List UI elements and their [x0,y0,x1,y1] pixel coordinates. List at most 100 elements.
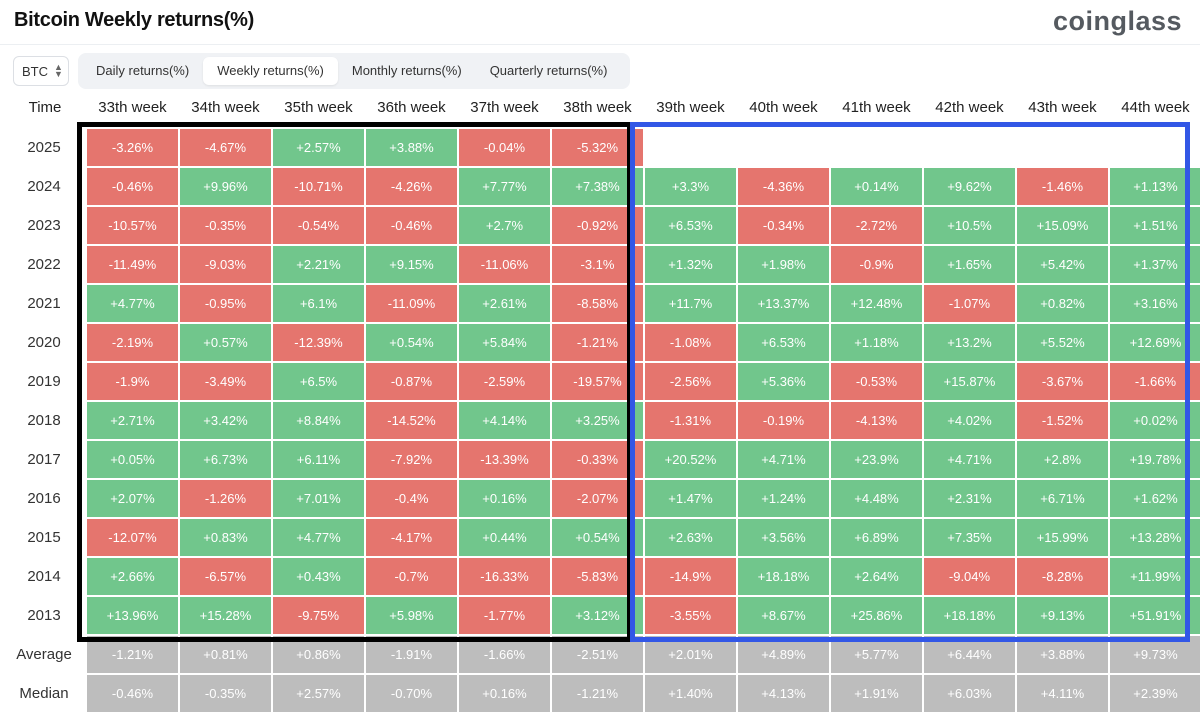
time-header: Time [28,99,62,116]
return-cell: -4.17% [366,519,457,556]
return-cell: -7.92% [366,441,457,478]
return-cell: +6.71% [1017,480,1108,517]
return-cell: -0.9% [831,246,922,283]
return-cell: -0.87% [366,363,457,400]
return-cell: +15.99% [1017,519,1108,556]
return-cell [831,129,922,166]
median-cell: +4.11% [1017,675,1108,712]
header-divider [0,44,1200,45]
return-cell: +9.62% [924,168,1015,205]
tab-weekly[interactable]: Weekly returns(%) [203,57,338,85]
return-cell: +6.11% [273,441,364,478]
average-cell: +0.86% [273,636,364,673]
page-title: Bitcoin Weekly returns(%) [14,9,254,31]
return-cell: +5.36% [738,363,829,400]
return-cell: +2.71% [87,402,178,439]
return-cell: +5.42% [1017,246,1108,283]
year-label: 2024 [27,178,61,195]
return-cell: +15.28% [180,597,271,634]
return-cell: -0.7% [366,558,457,595]
tab-monthly[interactable]: Monthly returns(%) [351,63,462,78]
median-cell: +6.03% [924,675,1015,712]
average-label: Average [16,646,72,663]
tab-quarterly[interactable]: Quarterly returns(%) [489,63,608,78]
return-cell: -10.57% [87,207,178,244]
return-cell: -3.55% [645,597,736,634]
return-cell [645,129,736,166]
year-label: 2018 [27,412,61,429]
average-cell: -1.91% [366,636,457,673]
return-cell: +10.5% [924,207,1015,244]
return-cell: -2.19% [87,324,178,361]
median-cell: +1.40% [645,675,736,712]
return-cell: +2.21% [273,246,364,283]
return-cell: -1.07% [924,285,1015,322]
return-cell: +8.84% [273,402,364,439]
return-cell: -5.32% [552,129,643,166]
return-cell: -2.56% [645,363,736,400]
return-cell: -1.77% [459,597,550,634]
return-cell: +19.78% [1110,441,1200,478]
median-cell: +1.91% [831,675,922,712]
return-cell: +3.25% [552,402,643,439]
return-cell: +2.57% [273,129,364,166]
return-cell: +9.96% [180,168,271,205]
average-cell: +9.73% [1110,636,1200,673]
return-cell: -3.67% [1017,363,1108,400]
return-cell: +25.86% [831,597,922,634]
week-header: 37th week [470,99,539,116]
median-cell: +0.16% [459,675,550,712]
return-cell: +3.16% [1110,285,1200,322]
coin-select-value: BTC [22,63,48,79]
return-cell: +8.67% [738,597,829,634]
return-cell: +2.8% [1017,441,1108,478]
year-label: 2014 [27,568,61,585]
return-cell: +7.01% [273,480,364,517]
return-cell: +0.54% [552,519,643,556]
average-cell: -2.51% [552,636,643,673]
return-cell: +12.48% [831,285,922,322]
tab-daily[interactable]: Daily returns(%) [96,63,190,78]
return-cell: +4.02% [924,402,1015,439]
median-label: Median [19,685,69,702]
return-cell: -0.92% [552,207,643,244]
return-cell: +3.3% [645,168,736,205]
return-cell: +4.14% [459,402,550,439]
return-cell: -0.04% [459,129,550,166]
return-cell: -11.49% [87,246,178,283]
year-label: 2021 [27,295,61,312]
return-cell: +0.44% [459,519,550,556]
return-cell: -0.4% [366,480,457,517]
return-cell: +6.1% [273,285,364,322]
return-cell: +23.9% [831,441,922,478]
week-header: 36th week [377,99,446,116]
average-cell: +2.01% [645,636,736,673]
return-cell: -14.9% [645,558,736,595]
return-cell: -11.09% [366,285,457,322]
average-cell: +4.89% [738,636,829,673]
return-cell: +0.16% [459,480,550,517]
return-cell: -13.39% [459,441,550,478]
return-cell: +3.42% [180,402,271,439]
return-cell: +3.88% [366,129,457,166]
return-cell: +9.13% [1017,597,1108,634]
week-header: 38th week [563,99,632,116]
return-cell: -9.03% [180,246,271,283]
return-cell: +2.31% [924,480,1015,517]
return-cell: -2.72% [831,207,922,244]
return-cell: +20.52% [645,441,736,478]
return-cell: -6.57% [180,558,271,595]
year-label: 2023 [27,217,61,234]
return-cell: -2.07% [552,480,643,517]
return-cell: +7.38% [552,168,643,205]
median-cell: -0.35% [180,675,271,712]
year-label: 2019 [27,373,61,390]
return-cell: +2.61% [459,285,550,322]
return-cell: -4.36% [738,168,829,205]
return-cell: -0.54% [273,207,364,244]
return-cell: -0.53% [831,363,922,400]
return-cell: -0.34% [738,207,829,244]
week-header: 43th week [1028,99,1097,116]
return-cell: -3.26% [87,129,178,166]
coin-select[interactable]: BTC ▲ ▼ [13,56,69,86]
